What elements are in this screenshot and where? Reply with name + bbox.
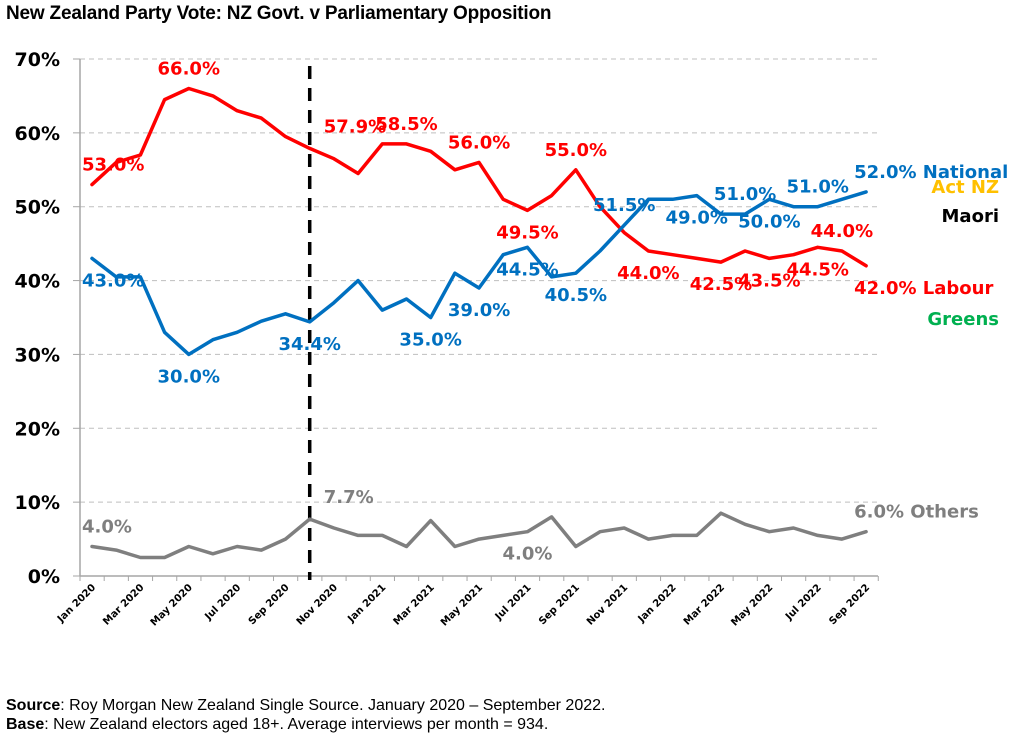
legend-greens: Greens — [927, 309, 999, 330]
source-text: : Roy Morgan New Zealand Single Source. … — [60, 697, 606, 714]
data-label-labour: 44.5% — [786, 259, 848, 280]
chart-title: New Zealand Party Vote: NZ Govt. v Parli… — [6, 3, 552, 24]
x-tick-label: Mar 2022 — [682, 582, 727, 627]
data-label-labour: 55.0% — [545, 140, 607, 161]
legend-maori: Maori — [942, 206, 999, 227]
data-label-national: 49.0% — [666, 208, 728, 229]
y-tick-label: 40% — [15, 271, 60, 293]
x-tick-label: Sep 2022 — [827, 582, 872, 627]
source-label: Source — [6, 697, 61, 714]
data-label-labour: 44.0% — [811, 221, 873, 242]
x-tick-label: Jan 2020 — [55, 582, 98, 625]
data-label-others: 4.0% — [502, 544, 552, 565]
x-tick-label: Mar 2020 — [101, 582, 146, 627]
footer-base: Base: New Zealand electors aged 18+. Ave… — [6, 716, 548, 734]
data-label-national: 30.0% — [158, 366, 220, 387]
data-labels: 53.0% 66.0% 57.9%58.5% 56.0% 49.5% 55.0% 44.0%… — [82, 59, 1008, 565]
series-lines — [90, 86, 868, 560]
data-label-national: 50.0% — [738, 211, 800, 232]
x-tick-label: Jul 2022 — [783, 582, 824, 623]
data-label-labour: 58.5% — [375, 114, 437, 135]
data-label-national: 51.0% — [786, 177, 848, 198]
data-label-labour: 42.5% — [690, 274, 752, 295]
data-label-national: 52.0% National — [854, 162, 1008, 183]
gridlines — [80, 58, 878, 503]
legend: Act NZ Maori Greens — [927, 177, 999, 330]
x-tick-label: May 2022 — [729, 582, 775, 628]
data-label-labour: 56.0% — [448, 132, 510, 153]
base-label: Base — [6, 716, 45, 733]
base-text: : New Zealand electors aged 18+. Average… — [44, 716, 549, 733]
series-line-others — [90, 511, 868, 560]
y-axis-ticks: 0% 10% 20% 30% 40% 50% 60% 70% — [15, 49, 80, 588]
x-tick-label: Mar 2021 — [392, 582, 437, 627]
series-line-labour — [90, 86, 868, 268]
data-label-national: 40.5% — [545, 285, 607, 306]
data-label-labour: 42.0% Labour — [854, 278, 993, 299]
data-label-national: 51.0% — [714, 184, 776, 205]
data-label-others: 6.0% Others — [854, 502, 979, 523]
y-tick-label: 60% — [15, 123, 60, 145]
data-label-national: 34.4% — [278, 334, 340, 355]
data-label-national: 43.0% — [82, 270, 144, 291]
data-label-labour: 66.0% — [158, 59, 220, 80]
x-tick-label: Jul 2021 — [493, 582, 534, 623]
x-tick-label: Jan 2021 — [345, 582, 388, 625]
data-label-labour: 43.5% — [738, 270, 800, 291]
data-label-labour: 57.9% — [324, 116, 386, 137]
axes — [79, 59, 878, 577]
y-tick-label: 30% — [15, 344, 60, 366]
y-tick-label: 20% — [15, 418, 60, 440]
x-tick-label: Nov 2021 — [585, 582, 630, 627]
x-axis-ticks: Jan 2020 Mar 2020 May 2020 Jul 2020 Sep 2020… — [55, 576, 879, 628]
y-tick-label: 10% — [15, 492, 60, 514]
line-chart: 0% 10% 20% 30% 40% 50% 60% 70% Jan 2020 Mar 2020… — [15, 49, 1009, 628]
x-tick-label: Jul 2020 — [203, 582, 244, 623]
data-label-national: 51.5% — [593, 195, 655, 216]
data-label-others: 4.0% — [82, 516, 132, 537]
data-label-labour: 53.0% — [82, 155, 144, 176]
footer-source: Source: Roy Morgan New Zealand Single So… — [6, 697, 605, 715]
legend-act-nz: Act NZ — [931, 177, 999, 198]
data-label-national: 39.0% — [448, 300, 510, 321]
x-tick-label: May 2020 — [149, 582, 195, 628]
x-tick-label: May 2021 — [439, 582, 485, 628]
data-label-others: 7.7% — [324, 487, 374, 508]
y-tick-label: 0% — [28, 566, 60, 588]
x-tick-label: Sep 2020 — [247, 582, 292, 627]
data-label-labour: 44.0% — [617, 263, 679, 284]
y-tick-label: 50% — [15, 197, 60, 219]
x-tick-label: Jan 2022 — [636, 582, 679, 625]
y-tick-label: 70% — [15, 49, 60, 71]
data-label-national: 44.5% — [496, 259, 558, 280]
data-label-labour: 49.5% — [496, 222, 558, 243]
data-label-national: 35.0% — [399, 330, 461, 351]
x-tick-label: Sep 2021 — [537, 582, 582, 627]
x-tick-label: Nov 2020 — [295, 582, 340, 627]
